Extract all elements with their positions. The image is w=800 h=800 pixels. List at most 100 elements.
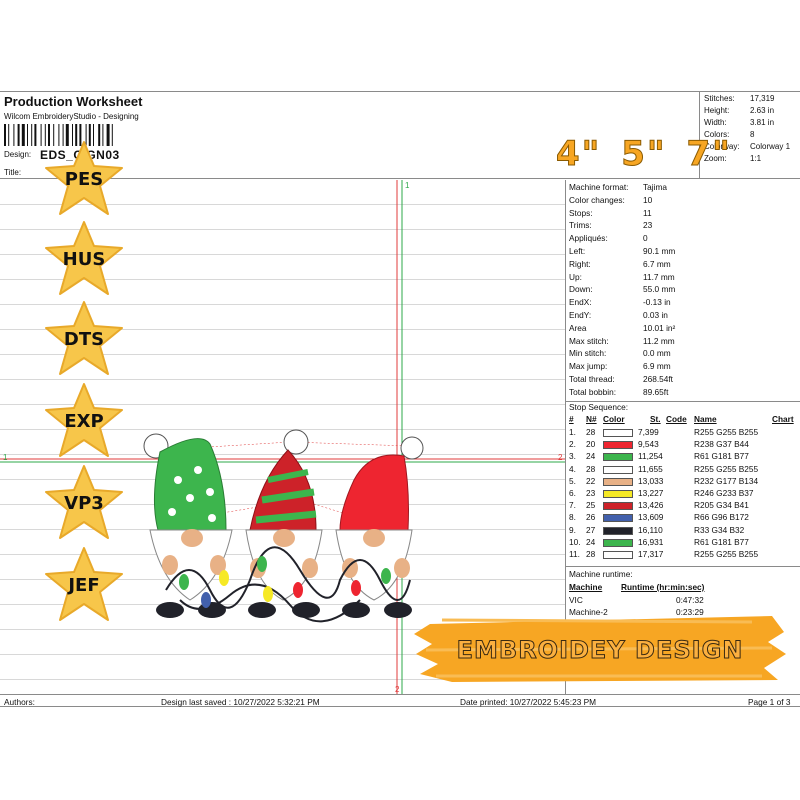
footer-authors: Authors: xyxy=(4,697,35,707)
worksheet-footer: Authors: Design last saved : 10/27/2022 … xyxy=(0,694,800,708)
stop-sequence-row: 10. 24 16,931 R61 G181 B77 xyxy=(566,537,800,549)
machine-stat-label: Down: xyxy=(569,284,593,295)
guide-label-top: 1 xyxy=(405,181,410,190)
stop-color-name: R246 G233 B37 xyxy=(694,488,754,498)
stop-num: 5. xyxy=(569,475,576,486)
barcode-bar xyxy=(48,124,50,146)
stop-sequence-row: 5. 22 13,033 R232 G177 B134 xyxy=(566,476,800,488)
stop-needle: 23 xyxy=(586,488,596,498)
machine-stat-label: Appliqués: xyxy=(569,233,608,244)
format-star-pes: PES xyxy=(42,138,126,218)
stop-sequence-header: # N# Color St. Code Name Chart xyxy=(566,414,800,426)
stop-header-code: Code xyxy=(666,414,687,424)
machine-stat-value: 10.01 in² xyxy=(643,322,676,333)
machine-stat-value: 11 xyxy=(643,207,652,218)
barcode-bar xyxy=(58,124,60,146)
star-icon xyxy=(45,221,123,295)
worksheet-header: Production Worksheet Wilcom EmbroiderySt… xyxy=(0,92,800,179)
barcode-bar xyxy=(31,124,33,146)
gnome-red-hat xyxy=(335,436,424,618)
format-label: HUS xyxy=(62,249,106,270)
stop-num: 10. xyxy=(569,536,581,547)
format-star-jef: JEF xyxy=(42,544,126,624)
machine-stat-value: 55.0 mm xyxy=(643,284,676,295)
runtime-col-machine: Machine xyxy=(569,582,603,592)
barcode-bar xyxy=(44,124,46,146)
format-star-exp: EXP xyxy=(42,380,126,460)
stop-stitch-count: 9,543 xyxy=(638,439,659,450)
nose xyxy=(181,529,203,547)
barcode-image xyxy=(4,124,113,146)
design-label: Design: xyxy=(4,150,32,159)
stop-header-st: St. xyxy=(650,414,661,424)
machine-stat-value: Tajima xyxy=(643,182,667,192)
stop-sequence-row: 1. 28 7,399 R255 G255 B255 xyxy=(566,427,800,439)
machine-stat-value: 0 xyxy=(643,233,648,244)
color-swatch xyxy=(603,429,633,437)
stop-color-name: R61 G181 B77 xyxy=(694,451,749,462)
machine-stat-label: Stops: xyxy=(569,207,593,218)
runtime-value: 0:23:29 xyxy=(676,607,704,617)
barcode-bar xyxy=(85,124,87,146)
stop-color-name: R61 G181 B77 xyxy=(694,536,749,547)
runtime-value: 0:47:32 xyxy=(676,595,704,605)
barcode-bar xyxy=(106,124,110,146)
stop-sequence-row: 8. 26 13,609 R66 G96 B172 xyxy=(566,512,800,524)
machine-stat-label: Total bobbin: xyxy=(569,386,617,397)
machine-stat-value: 11.7 mm xyxy=(643,271,675,282)
banner-text: EMBROIDEY DESIGN xyxy=(456,636,744,665)
machine-stat-label: Max stitch: xyxy=(569,335,609,346)
runtime-machine-name: Machine-2 xyxy=(569,607,608,617)
stop-color-name: R238 G37 B44 xyxy=(694,439,749,450)
barcode-bar xyxy=(34,124,37,146)
nose xyxy=(363,529,385,547)
machine-stat-label: Machine format: xyxy=(569,182,629,192)
pompom xyxy=(400,436,424,460)
runtime-col-runtime: Runtime (hr:min:sec) xyxy=(621,582,705,592)
machine-stat-value: 23 xyxy=(643,220,653,231)
star-icon xyxy=(45,141,123,215)
barcode-bar xyxy=(62,124,64,146)
stop-stitch-count: 13,033 xyxy=(638,475,664,486)
hat xyxy=(153,438,227,531)
barcode-bar xyxy=(79,124,82,146)
barcode-bar xyxy=(88,124,91,146)
beard xyxy=(149,529,233,601)
barcode-bar xyxy=(98,124,101,146)
machine-stat-label: Color changes: xyxy=(569,194,625,205)
format-label: PES xyxy=(64,169,104,190)
machine-stat-label: Total thread: xyxy=(569,374,615,384)
machine-stat-label: Min stitch: xyxy=(569,348,607,359)
color-swatch xyxy=(603,551,633,559)
machine-stat-value: 89.65ft xyxy=(643,386,669,397)
format-label: DTS xyxy=(63,329,105,350)
worksheet-subtitle: Wilcom EmbroideryStudio - Designing xyxy=(4,112,139,121)
stop-stitch-count: 11,254 xyxy=(638,451,663,462)
format-star-dts: DTS xyxy=(42,298,126,378)
color-swatch xyxy=(603,526,633,535)
christmas-bulbs xyxy=(179,556,391,608)
hoop-sizes: 4" 5" 7" xyxy=(555,134,738,175)
format-label: EXP xyxy=(64,411,104,432)
stop-needle: 22 xyxy=(586,475,596,486)
star-icon xyxy=(45,301,123,375)
stop-sequence-row: 11. 28 17,317 R255 G255 B255 xyxy=(566,549,800,561)
size-4-inch: 4" xyxy=(555,134,602,175)
stop-num: 7. xyxy=(569,500,576,511)
machine-stat-value: 10 xyxy=(643,194,653,205)
machine-stat-label: Left: xyxy=(569,246,586,256)
stop-sequence-row: 6. 23 13,227 R246 G233 B37 xyxy=(566,488,800,500)
format-label: VP3 xyxy=(64,493,104,514)
format-star-vp3: VP3 xyxy=(42,462,126,542)
guide-label-right: 2 xyxy=(558,453,563,462)
barcode-bar xyxy=(27,124,28,146)
section-divider xyxy=(566,401,800,402)
machine-stat-label: Up: xyxy=(569,271,582,282)
stop-stitch-count: 16,110 xyxy=(638,524,663,535)
runtime-machine-name: VIC xyxy=(569,595,583,605)
color-swatch xyxy=(603,477,633,486)
gnome-green-hat xyxy=(143,433,233,618)
pompom xyxy=(283,429,309,455)
barcode-bar xyxy=(111,124,113,146)
machine-stat-label: Max jump: xyxy=(569,361,608,372)
